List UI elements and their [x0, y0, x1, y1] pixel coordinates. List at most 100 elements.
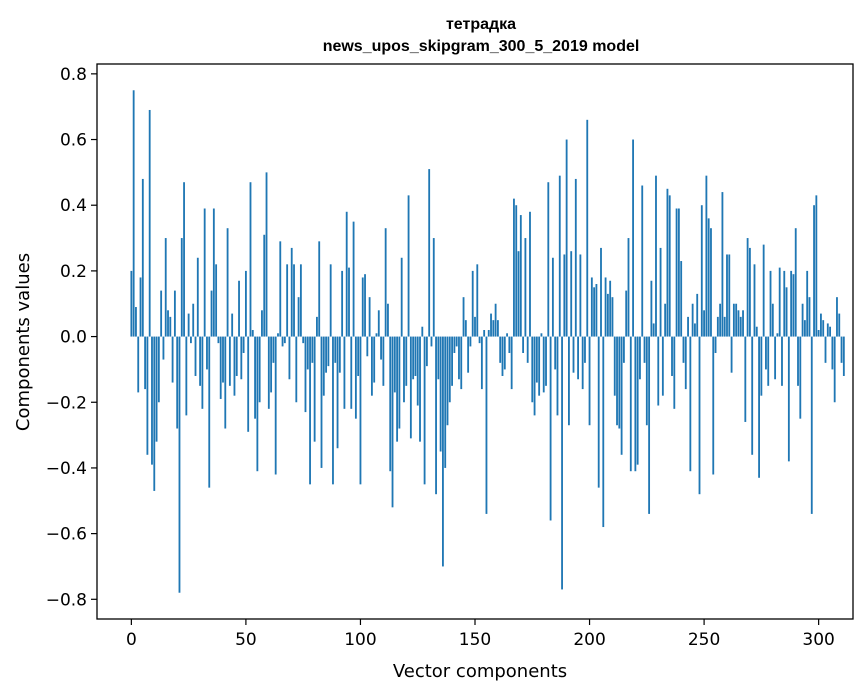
- bar-274: [758, 336, 760, 478]
- bar-111: [384, 228, 387, 337]
- bar-14: [162, 336, 165, 360]
- bar-45: [233, 336, 236, 396]
- bar-91: [338, 336, 341, 373]
- bar-28: [194, 336, 197, 376]
- bar-110: [382, 336, 385, 386]
- bar-3: [137, 336, 140, 393]
- bar-61: [270, 336, 273, 393]
- bar-285: [783, 270, 786, 337]
- bar-1: [132, 90, 135, 337]
- bar-98: [354, 336, 357, 419]
- bar-311: [842, 336, 845, 376]
- bar-209: [609, 280, 612, 337]
- bar-4: [139, 277, 142, 337]
- bar-202: [593, 287, 596, 337]
- bar-266: [739, 316, 742, 337]
- bar-265: [737, 310, 740, 337]
- bar-172: [524, 238, 527, 337]
- bar-123: [412, 336, 415, 380]
- bar-52: [249, 182, 252, 337]
- bar-152: [478, 336, 481, 344]
- bar-280: [771, 303, 774, 337]
- bar-186: [556, 336, 559, 416]
- bar-243: [687, 316, 689, 337]
- bar-163: [503, 336, 506, 370]
- bar-166: [510, 336, 513, 390]
- x-tick-label: 200: [573, 630, 605, 650]
- bar-68: [286, 264, 289, 337]
- bar-119: [403, 336, 405, 403]
- bar-7: [146, 336, 149, 455]
- bar-229: [655, 175, 657, 337]
- bar-304: [826, 323, 829, 337]
- bar-184: [551, 257, 554, 337]
- bar-143: [458, 336, 460, 380]
- bar-0: [130, 270, 133, 337]
- bar-193: [572, 336, 575, 373]
- bar-151: [476, 264, 479, 337]
- bar-198: [584, 336, 586, 363]
- bar-292: [799, 336, 802, 419]
- bar-121: [407, 195, 410, 337]
- bar-137: [444, 336, 447, 468]
- bar-75: [302, 336, 305, 344]
- bar-41: [224, 336, 227, 429]
- bar-71: [293, 264, 295, 337]
- y-tick-label: 0.0: [60, 328, 87, 348]
- bar-220: [634, 336, 637, 472]
- bar-42: [226, 228, 229, 337]
- bar-303: [824, 336, 827, 363]
- bar-88: [332, 336, 334, 485]
- bar-134: [437, 336, 440, 380]
- bar-301: [820, 313, 822, 337]
- bar-11: [155, 336, 158, 442]
- y-tick-label: −0.6: [46, 525, 87, 545]
- bar-132: [432, 238, 435, 337]
- bar-63: [274, 336, 277, 475]
- bar-94: [345, 211, 348, 337]
- x-tick-label: 300: [802, 630, 834, 650]
- bar-294: [803, 320, 806, 337]
- bar-144: [460, 336, 463, 390]
- bar-79: [311, 336, 314, 363]
- x-tick-label: 0: [126, 630, 137, 650]
- bar-235: [668, 195, 671, 337]
- bar-56: [258, 336, 261, 403]
- bar-248: [698, 336, 701, 495]
- bar-135: [439, 336, 442, 452]
- bar-181: [545, 336, 547, 386]
- x-tick-label: 250: [688, 630, 720, 650]
- bar-278: [767, 336, 770, 386]
- bar-234: [666, 188, 669, 337]
- bar-95: [348, 267, 350, 337]
- bar-284: [781, 336, 783, 386]
- bar-219: [632, 139, 634, 337]
- bar-47: [238, 280, 240, 337]
- bar-107: [375, 333, 378, 337]
- y-axis-label: Components values: [13, 253, 34, 431]
- bar-272: [753, 264, 756, 337]
- bar-24: [185, 336, 188, 416]
- bar-203: [595, 284, 598, 337]
- bar-277: [765, 336, 767, 370]
- bar-106: [373, 336, 376, 383]
- bar-212: [616, 336, 618, 426]
- bar-256: [716, 316, 719, 337]
- bar-295: [806, 270, 809, 337]
- bar-29: [196, 257, 199, 337]
- bar-310: [840, 336, 843, 363]
- bar-10: [153, 336, 156, 491]
- bar-222: [639, 336, 641, 380]
- bar-17: [169, 316, 172, 337]
- x-tick-label: 50: [235, 630, 257, 650]
- bar-59: [265, 172, 268, 337]
- bar-200: [588, 336, 591, 426]
- bar-201: [590, 277, 593, 337]
- bar-273: [755, 326, 758, 337]
- bar-93: [343, 336, 346, 409]
- bar-131: [430, 336, 433, 347]
- bar-80: [313, 336, 316, 442]
- bar-228: [652, 323, 655, 337]
- bar-21: [178, 336, 181, 593]
- bar-105: [370, 336, 373, 396]
